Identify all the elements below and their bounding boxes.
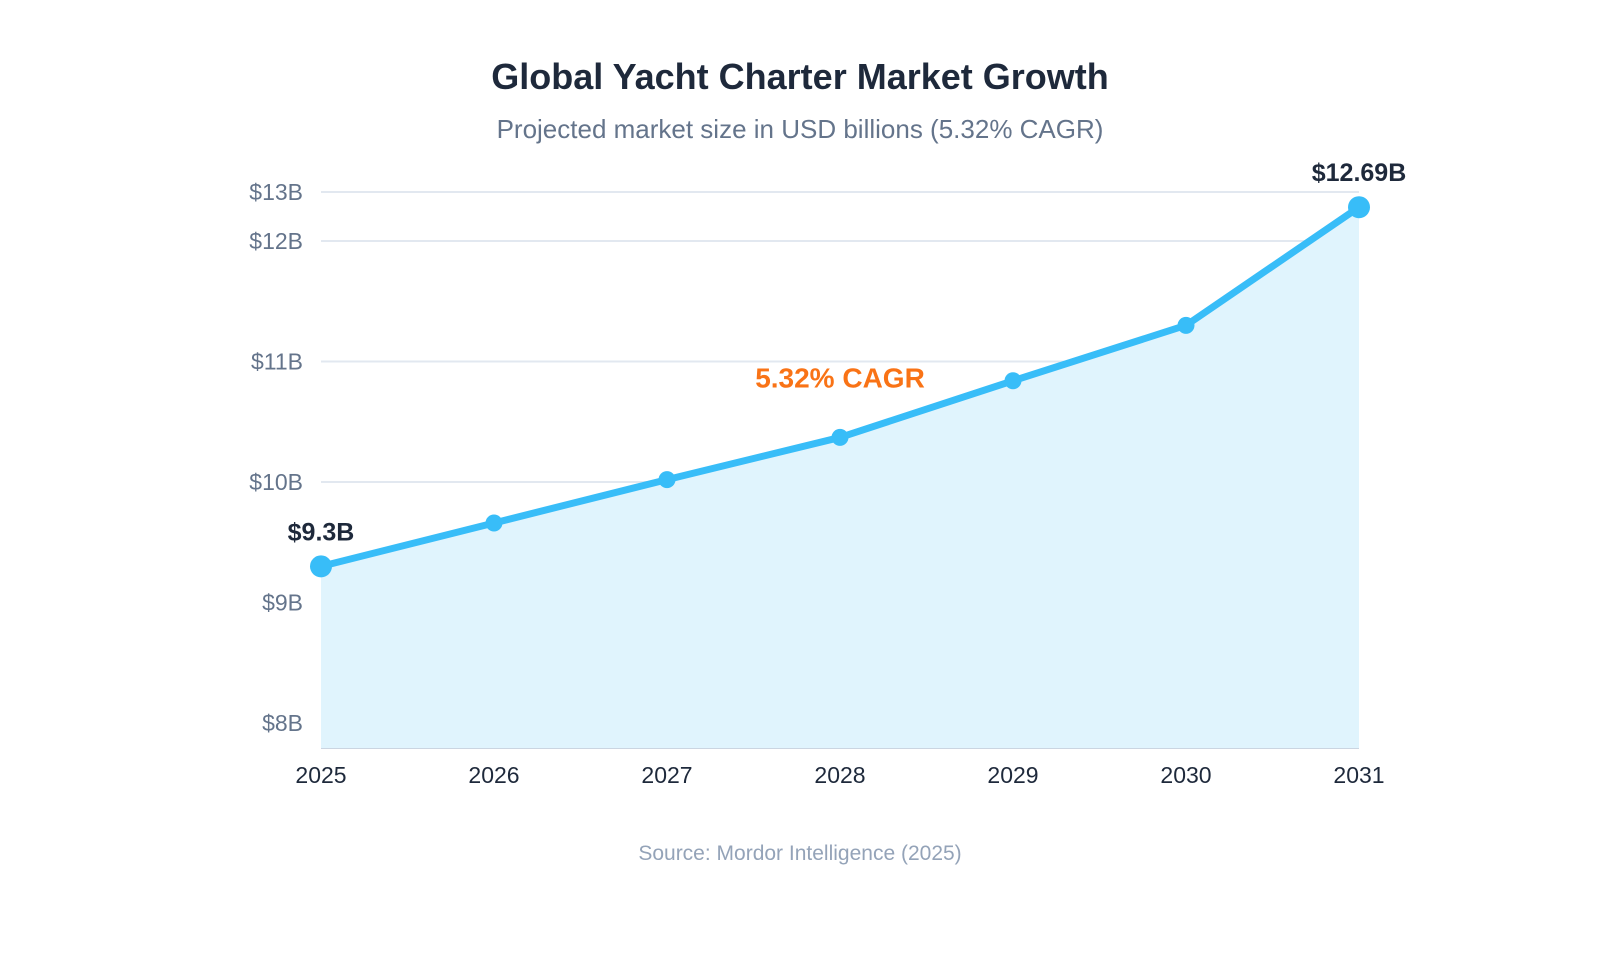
area-fill xyxy=(321,207,1359,748)
data-label: $9.3B xyxy=(288,518,355,546)
data-point xyxy=(1177,316,1195,334)
data-label: $12.69B xyxy=(1312,159,1407,187)
x-tick-label: 2026 xyxy=(468,762,519,788)
x-tick-label: 2027 xyxy=(641,762,692,788)
y-tick-label: $12B xyxy=(249,228,303,254)
data-point xyxy=(1348,196,1370,219)
chart-subtitle: Projected market size in USD billions (5… xyxy=(496,114,1104,144)
data-point xyxy=(310,555,332,578)
y-tick-label: $11B xyxy=(251,349,303,375)
x-tick-label: 2030 xyxy=(1160,762,1211,788)
data-point xyxy=(831,428,849,446)
y-tick-label: $9B xyxy=(262,590,303,616)
cagr-annotation: 5.32% CAGR xyxy=(755,362,925,393)
y-tick-label: $10B xyxy=(249,469,303,495)
data-point xyxy=(658,471,676,489)
x-tick-label: 2028 xyxy=(814,762,865,788)
data-point xyxy=(1004,372,1022,390)
data-point xyxy=(485,514,503,532)
x-tick-label: 2031 xyxy=(1333,762,1384,788)
y-tick-label: $8B xyxy=(262,710,303,736)
x-tick-label: 2025 xyxy=(295,762,346,788)
chart-source: Source: Mordor Intelligence (2025) xyxy=(638,842,962,865)
y-tick-label: $13B xyxy=(249,179,303,205)
x-tick-label: 2029 xyxy=(987,762,1038,788)
chart-title: Global Yacht Charter Market Growth xyxy=(491,56,1109,97)
